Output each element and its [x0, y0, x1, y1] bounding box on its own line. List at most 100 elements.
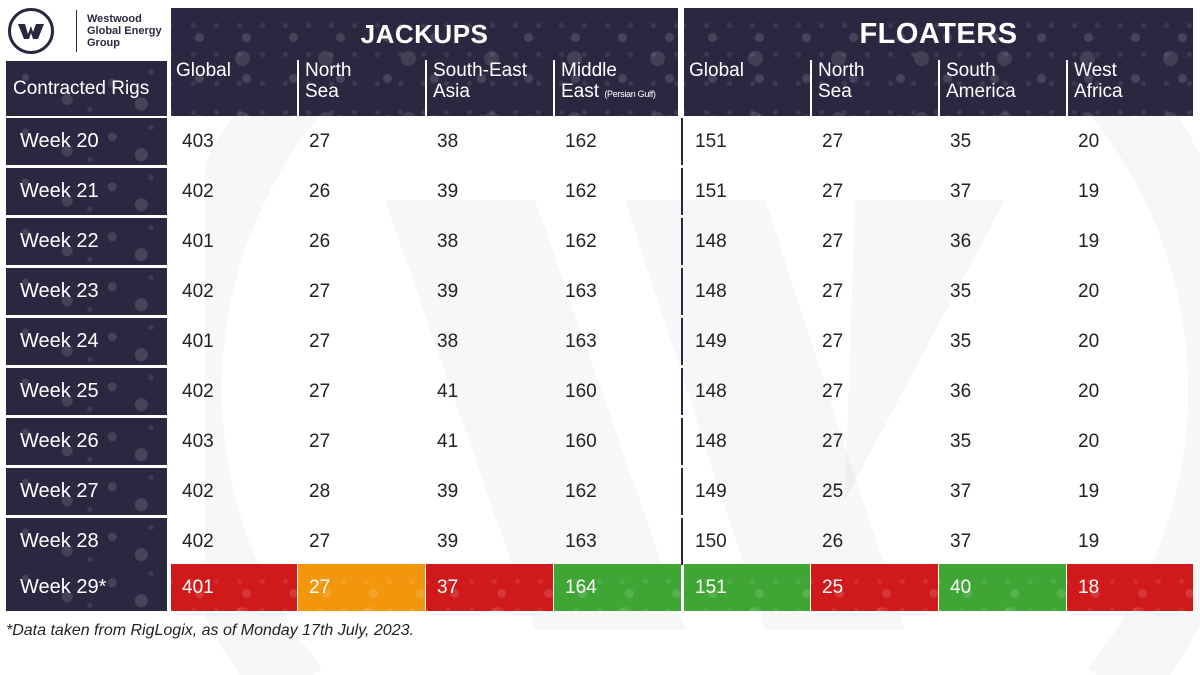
table-cell: 27	[298, 564, 425, 611]
logo-line-2: Global Energy	[87, 25, 162, 37]
table-cell: 26	[309, 231, 331, 252]
table-cell: 401	[171, 564, 297, 611]
table-cell: 38	[437, 331, 459, 352]
table-cell: 27	[309, 381, 331, 402]
row-label-header: Contracted Rigs	[6, 61, 167, 116]
table-cell: 401	[182, 331, 214, 352]
table-cell: 26	[309, 181, 331, 202]
table-cell: 20	[1078, 381, 1100, 402]
logo-divider	[76, 10, 77, 52]
col-header-jackups-middle-east: Middle East (Persian Gulf)	[553, 60, 678, 116]
table-cell: 27	[822, 281, 844, 302]
group-header-floaters: FLOATERS Global North Sea South America We…	[684, 8, 1193, 116]
group-header-jackups: JACKUPS Global North Sea South-East Asia M…	[171, 8, 678, 116]
table-cell: 38	[437, 231, 459, 252]
section-divider	[681, 418, 683, 465]
table-cell: 27	[822, 231, 844, 252]
section-divider	[681, 468, 683, 515]
table-cell: 19	[1078, 531, 1100, 552]
table-cell: 27	[309, 431, 331, 452]
table-cell: 25	[811, 564, 938, 611]
table-cell: 402	[182, 181, 214, 202]
table-cell: 35	[950, 431, 972, 452]
row-label: Week 24	[6, 318, 167, 365]
table-cell: 19	[1078, 481, 1100, 502]
table-cell: 39	[437, 531, 459, 552]
table-cell: 164	[554, 564, 681, 611]
table-cell: 35	[950, 281, 972, 302]
table-cell: 148	[695, 431, 727, 452]
table-cell: 160	[565, 381, 597, 402]
table-cell: 402	[182, 531, 214, 552]
table-cell: 36	[950, 231, 972, 252]
table-cell: 148	[695, 231, 727, 252]
col-header-jackups-south-east-asia: South-East Asia	[425, 60, 553, 116]
row-label: Week 25	[6, 368, 167, 415]
table-cell: 402	[182, 481, 214, 502]
table-cell: 402	[182, 281, 214, 302]
table-cell: 35	[950, 131, 972, 152]
table-cell: 18	[1067, 564, 1193, 611]
col-header-floaters-south-america: South America	[938, 60, 1066, 116]
table-cell: 151	[695, 131, 727, 152]
table-cell: 162	[565, 231, 597, 252]
table-cell: 25	[822, 481, 844, 502]
table-cell: 150	[695, 531, 727, 552]
table-cell: 27	[309, 281, 331, 302]
row-label: Week 28	[6, 518, 167, 565]
table-cell: 401	[182, 231, 214, 252]
row-label: Week 20	[6, 118, 167, 165]
company-logo: Westwood Global Energy Group	[8, 8, 168, 54]
table-cell: 403	[182, 431, 214, 452]
table-cell: 151	[684, 564, 810, 611]
persian-gulf-note: (Persian Gulf)	[604, 89, 656, 99]
section-divider	[681, 318, 683, 365]
section-divider	[681, 368, 683, 415]
table-cell: 163	[565, 531, 597, 552]
row-label: Week 21	[6, 168, 167, 215]
table-cell: 20	[1078, 281, 1100, 302]
table-cell: 162	[565, 181, 597, 202]
table-cell: 149	[695, 331, 727, 352]
logo-line-3: Group	[87, 37, 120, 49]
footnote: *Data taken from RigLogix, as of Monday …	[6, 622, 414, 639]
table-cell: 27	[822, 331, 844, 352]
table-cell: 162	[565, 481, 597, 502]
table-cell: 149	[695, 481, 727, 502]
table-cell: 37	[426, 564, 553, 611]
col-header-jackups-north-sea: North Sea	[297, 60, 425, 116]
row-label: Week 22	[6, 218, 167, 265]
col-header-floaters-north-sea: North Sea	[810, 60, 938, 116]
row-label: Week 26	[6, 418, 167, 465]
row-label: Week 27	[6, 468, 167, 515]
table-cell: 148	[695, 281, 727, 302]
table-cell: 148	[695, 381, 727, 402]
section-divider	[681, 118, 683, 165]
table-cell: 27	[822, 181, 844, 202]
table-cell: 19	[1078, 231, 1100, 252]
table-cell: 40	[939, 564, 1066, 611]
table-cell: 160	[565, 431, 597, 452]
section-divider	[681, 218, 683, 265]
logo-text: Westwood Global Energy Group	[87, 13, 162, 49]
table-cell: 37	[950, 531, 972, 552]
table-cell: 27	[822, 131, 844, 152]
table-cell: 41	[437, 381, 459, 402]
table-cell: 37	[950, 481, 972, 502]
table-cell: 39	[437, 181, 459, 202]
group-title-jackups: JACKUPS	[360, 19, 489, 49]
logo-line-1: Westwood	[87, 13, 142, 25]
table-cell: 162	[565, 131, 597, 152]
col-header-floaters-global: Global	[689, 60, 744, 81]
section-divider	[681, 168, 683, 215]
table-cell: 402	[182, 381, 214, 402]
table-cell: 39	[437, 281, 459, 302]
section-divider	[681, 268, 683, 315]
table-cell: 36	[950, 381, 972, 402]
table-cell: 27	[309, 131, 331, 152]
row-label: Week 29*	[6, 564, 167, 611]
table-cell: 19	[1078, 181, 1100, 202]
row-label: Week 23	[6, 268, 167, 315]
section-divider	[681, 518, 683, 565]
westwood-w-icon	[8, 8, 54, 54]
